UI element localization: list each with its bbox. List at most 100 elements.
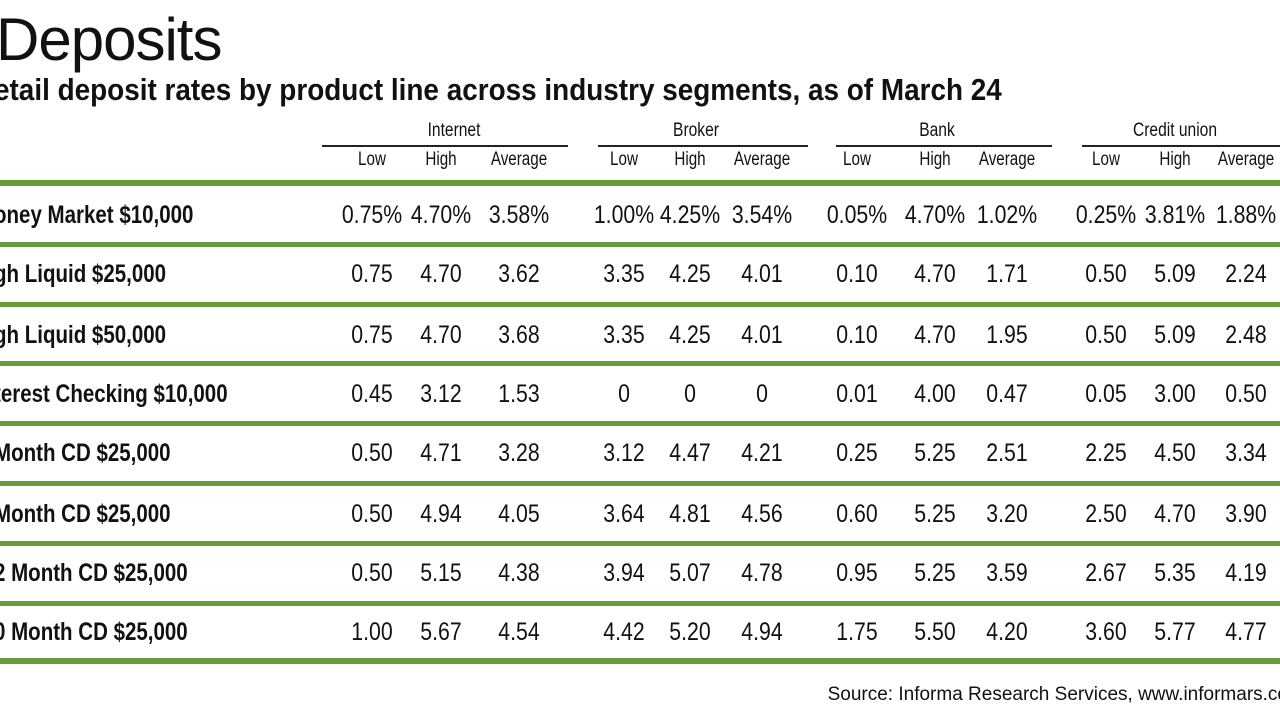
table-cell: 0.25	[836, 439, 878, 467]
column-header-low: Low	[843, 149, 871, 170]
table-cell: 0	[684, 380, 696, 408]
column-header-low: Low	[1092, 149, 1120, 170]
row-divider	[0, 601, 1280, 606]
table-cell: 5.67	[420, 618, 462, 646]
segment-underline	[1082, 145, 1280, 147]
page-subtitle: etail deposit rates by product line acro…	[0, 72, 1002, 107]
table-cell: 3.35	[603, 260, 645, 288]
table-cell: 0	[618, 380, 630, 408]
table-cell: 5.09	[1154, 260, 1196, 288]
segment-underline	[322, 145, 568, 147]
table-cell: 0.50	[1085, 321, 1127, 349]
table-cell: 2.48	[1225, 321, 1267, 349]
source-note: Source: Informa Research Services, www.i…	[827, 684, 1280, 705]
segment-header-internet: Internet	[427, 120, 481, 141]
table-cell: 2.24	[1225, 260, 1267, 288]
table-cell: 1.95	[986, 321, 1028, 349]
table-cell: 3.60	[1085, 618, 1127, 646]
column-header-average: Average	[978, 149, 1036, 170]
row-label: Month CD $25,000	[0, 439, 171, 467]
table-cell: 5.20	[669, 618, 711, 646]
table-cell: 4.01	[741, 321, 783, 349]
table-cell: 1.00	[351, 618, 393, 646]
table-cell: 0	[756, 380, 768, 408]
row-label: Month CD $25,000	[0, 500, 171, 528]
table-cell: 4.71	[420, 439, 462, 467]
table-cell: 3.58%	[488, 201, 550, 229]
column-header-high: High	[919, 149, 951, 170]
table-cell: 0.50	[351, 500, 393, 528]
table-cell: 4.70	[420, 321, 462, 349]
table-cell: 0.10	[836, 321, 878, 349]
table-cell: 0.25%	[1075, 201, 1137, 229]
table-cell: 4.42	[603, 618, 645, 646]
column-header-average: Average	[1217, 149, 1275, 170]
table-cell: 4.70	[1154, 500, 1196, 528]
table-cell: 1.88%	[1215, 201, 1277, 229]
table-cell: 4.94	[741, 618, 783, 646]
row-divider	[0, 541, 1280, 546]
table-cell: 4.54	[498, 618, 540, 646]
table-cell: 5.25	[914, 559, 956, 587]
row-divider	[0, 180, 1280, 186]
column-header-average: Average	[733, 149, 791, 170]
row-label: gh Liquid $25,000	[0, 260, 167, 288]
row-divider	[0, 481, 1280, 486]
table-cell: 4.56	[741, 500, 783, 528]
table-cell: 4.77	[1225, 618, 1267, 646]
table-cell: 4.70%	[410, 201, 472, 229]
table-cell: 4.25	[669, 321, 711, 349]
row-label: gh Liquid $50,000	[0, 321, 167, 349]
table-cell: 4.70	[914, 321, 956, 349]
table-cell: 3.12	[603, 439, 645, 467]
table-cell: 0.45	[351, 380, 393, 408]
table-cell: 1.75	[836, 618, 878, 646]
table-cell: 3.12	[420, 380, 462, 408]
row-divider	[0, 361, 1280, 366]
table-cell: 3.90	[1225, 500, 1267, 528]
table-cell: 5.09	[1154, 321, 1196, 349]
table-cell: 0.75%	[341, 201, 403, 229]
table-cell: 3.34	[1225, 439, 1267, 467]
table-cell: 0.95	[836, 559, 878, 587]
table-cell: 4.20	[986, 618, 1028, 646]
table-cell: 4.78	[741, 559, 783, 587]
table-cell: 3.64	[603, 500, 645, 528]
table-cell: 3.00	[1154, 380, 1196, 408]
table-cell: 5.50	[914, 618, 956, 646]
table-cell: 0.60	[836, 500, 878, 528]
table-cell: 3.68	[498, 321, 540, 349]
column-header-high: High	[674, 149, 706, 170]
table-cell: 3.20	[986, 500, 1028, 528]
table-cell: 3.35	[603, 321, 645, 349]
segment-header-broker: Broker	[673, 120, 719, 141]
row-label: 0 Month CD $25,000	[0, 618, 188, 646]
table-cell: 4.70	[420, 260, 462, 288]
table-cell: 4.05	[498, 500, 540, 528]
table-cell: 2.25	[1085, 439, 1127, 467]
table-cell: 0.50	[1225, 380, 1267, 408]
table-cell: 2.51	[986, 439, 1028, 467]
table-cell: 4.01	[741, 260, 783, 288]
table-cell: 0.01	[836, 380, 878, 408]
row-label: terest Checking $10,000	[0, 380, 228, 408]
table-cell: 4.50	[1154, 439, 1196, 467]
table-cell: 5.77	[1154, 618, 1196, 646]
table-cell: 4.38	[498, 559, 540, 587]
table-cell: 0.05	[1085, 380, 1127, 408]
table-cell: 0.05%	[826, 201, 888, 229]
table-cell: 1.02%	[976, 201, 1038, 229]
table-cell: 0.10	[836, 260, 878, 288]
table-cell: 3.62	[498, 260, 540, 288]
column-header-low: Low	[358, 149, 386, 170]
page-title: Deposits	[0, 6, 222, 73]
table-cell: 3.81%	[1144, 201, 1206, 229]
table-cell: 0.75	[351, 321, 393, 349]
table-cell: 3.94	[603, 559, 645, 587]
table-cell: 4.81	[669, 500, 711, 528]
row-divider	[0, 658, 1280, 664]
column-header-high: High	[1159, 149, 1191, 170]
table-cell: 1.53	[498, 380, 540, 408]
table-cell: 4.70	[914, 260, 956, 288]
table-cell: 4.19	[1225, 559, 1267, 587]
